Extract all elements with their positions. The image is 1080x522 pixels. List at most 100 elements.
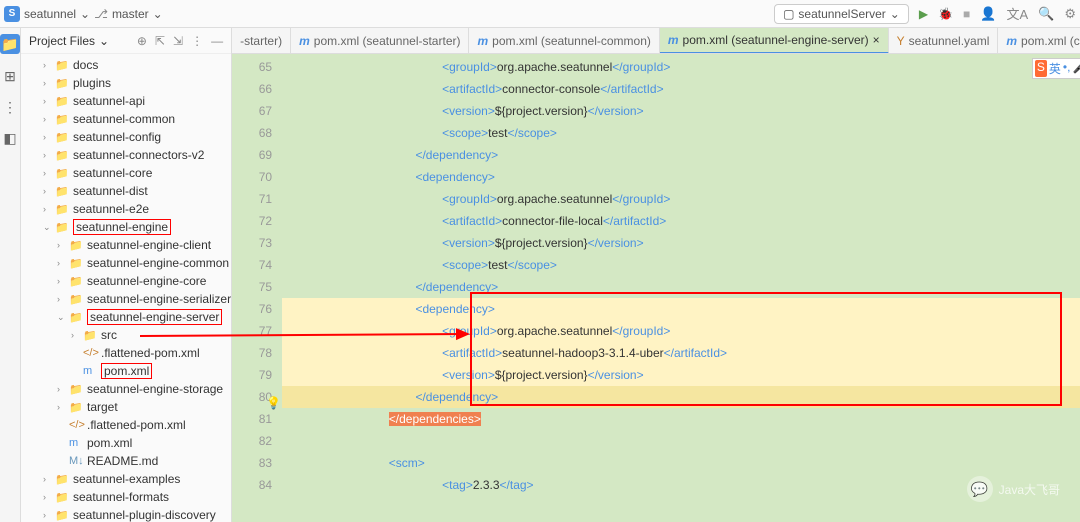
expand-arrow[interactable]: › (43, 186, 55, 196)
tree-node[interactable]: mpom.xml (21, 362, 231, 380)
code-line[interactable]: <dependency> (282, 166, 1080, 188)
close-icon[interactable]: × (873, 33, 880, 47)
settings-icon[interactable]: ⋮ (191, 34, 203, 48)
editor-tab[interactable]: mpom.xml (connec (998, 28, 1080, 54)
tree-node[interactable]: ›📁seatunnel-config (21, 128, 231, 146)
tree-node[interactable]: ›📁seatunnel-core (21, 164, 231, 182)
code-line[interactable]: </dependency> (282, 144, 1080, 166)
select-opened-icon[interactable]: ⊕ (137, 34, 147, 48)
code-line[interactable]: <artifactId>connector-file-local</artifa… (282, 210, 1080, 232)
tree-node[interactable]: </>.flattened-pom.xml (21, 344, 231, 362)
expand-arrow[interactable]: › (43, 96, 55, 106)
project-crumb[interactable]: S seatunnel ⌄ ⎇ master ⌄ (4, 6, 163, 22)
tree-node[interactable]: ›📁seatunnel-dist (21, 182, 231, 200)
debug-button[interactable]: 🐞 (938, 7, 953, 21)
commit-tool-icon[interactable]: ⊞ (4, 68, 16, 85)
hide-icon[interactable]: — (211, 34, 223, 48)
chevron-icon[interactable]: ⌄ (99, 34, 109, 48)
code-lines[interactable]: <groupId>org.apache.seatunnel</groupId> … (282, 54, 1080, 522)
tree-node[interactable]: ›📁seatunnel-engine-serializer (21, 290, 231, 308)
expand-arrow[interactable]: › (43, 150, 55, 160)
code-line[interactable]: <dependency> (282, 298, 1080, 320)
run-button[interactable]: ▶ (919, 7, 928, 21)
tree-node[interactable]: M↓README.md (21, 452, 231, 470)
code-line[interactable]: <scope>test</scope> (282, 122, 1080, 144)
expand-arrow[interactable]: ⌄ (57, 312, 69, 323)
code-line[interactable]: <scope>test</scope> (282, 254, 1080, 276)
expand-arrow[interactable]: › (43, 204, 55, 214)
editor-tab[interactable]: Yseatunnel.yaml (889, 28, 999, 54)
code-line[interactable]: <version>${project.version}</version> (282, 364, 1080, 386)
tree-node[interactable]: ⌄📁seatunnel-engine (21, 218, 231, 236)
expand-icon[interactable]: ⇱ (155, 34, 165, 48)
code-line[interactable]: <artifactId>seatunnel-hadoop3-3.1.4-uber… (282, 342, 1080, 364)
tree-node[interactable]: mpom.xml (21, 434, 231, 452)
tree-node[interactable]: ›📁seatunnel-engine-core (21, 272, 231, 290)
code-line[interactable]: <groupId>org.apache.seatunnel</groupId> (282, 56, 1080, 78)
tree-node[interactable]: ›📁seatunnel-common (21, 110, 231, 128)
code-line[interactable]: </dependency> (282, 276, 1080, 298)
search-icon[interactable]: 🔍 (1038, 6, 1054, 22)
code-line[interactable]: <groupId>org.apache.seatunnel</groupId> (282, 320, 1080, 342)
expand-arrow[interactable]: › (43, 78, 55, 88)
tree-node[interactable]: ›📁seatunnel-connectors-v2 (21, 146, 231, 164)
tree-node[interactable]: ›📁seatunnel-api (21, 92, 231, 110)
code-line[interactable]: </dependencies> (282, 408, 1080, 430)
intention-bulb-icon[interactable]: 💡 (266, 396, 281, 410)
expand-arrow[interactable]: › (71, 330, 83, 340)
expand-arrow[interactable]: › (43, 114, 55, 124)
tool-strip: 📁 ⊞ ⋮ ◧ (0, 28, 21, 522)
expand-arrow[interactable]: › (57, 384, 69, 394)
tree-node[interactable]: ⌄📁seatunnel-engine-server (21, 308, 231, 326)
stop-button[interactable]: ■ (963, 7, 970, 21)
gear-icon[interactable]: ⚙ (1064, 6, 1076, 22)
expand-arrow[interactable]: › (43, 132, 55, 142)
tree-node[interactable]: </>.flattened-pom.xml (21, 416, 231, 434)
expand-arrow[interactable]: › (43, 474, 55, 484)
tree-node[interactable]: ›📁seatunnel-examples (21, 470, 231, 488)
code-line[interactable] (282, 430, 1080, 452)
tree-node[interactable]: ›📁seatunnel-engine-common (21, 254, 231, 272)
expand-arrow[interactable]: › (57, 294, 69, 304)
project-name: seatunnel (24, 7, 76, 21)
tree-node[interactable]: ›📁docs (21, 56, 231, 74)
tree-node[interactable]: ›📁seatunnel-e2e (21, 200, 231, 218)
code-line[interactable]: <tag>2.3.3</tag> (282, 474, 1080, 496)
expand-arrow[interactable]: › (43, 168, 55, 178)
code-editor[interactable]: 6566676869707172737475767778798081828384… (232, 54, 1080, 522)
project-tool-icon[interactable]: 📁 (0, 34, 20, 54)
tree-node[interactable]: ›📁plugins (21, 74, 231, 92)
expand-arrow[interactable]: › (43, 492, 55, 502)
translate-icon[interactable]: 文A (1006, 4, 1028, 23)
expand-arrow[interactable]: › (43, 510, 55, 520)
file-tree[interactable]: ›📁docs›📁plugins›📁seatunnel-api›📁seatunne… (21, 54, 231, 522)
expand-arrow[interactable]: › (57, 258, 69, 268)
editor-tab[interactable]: mpom.xml (seatunnel-common) (469, 28, 659, 54)
editor-tab[interactable]: mpom.xml (seatunnel-starter) (291, 28, 469, 54)
expand-arrow[interactable]: › (57, 402, 69, 412)
structure-tool-icon[interactable]: ⋮ (3, 99, 17, 116)
code-line[interactable]: <groupId>org.apache.seatunnel</groupId> (282, 188, 1080, 210)
editor-tab[interactable]: -starter) (232, 28, 291, 54)
tree-node[interactable]: ›📁seatunnel-engine-storage (21, 380, 231, 398)
user-icon[interactable]: 👤 (980, 6, 996, 22)
editor-tab[interactable]: mpom.xml (seatunnel-engine-server)× (660, 28, 889, 54)
expand-arrow[interactable]: › (57, 240, 69, 250)
code-line[interactable]: <version>${project.version}</version> (282, 100, 1080, 122)
code-line[interactable]: <version>${project.version}</version> (282, 232, 1080, 254)
code-line[interactable]: <scm> (282, 452, 1080, 474)
expand-arrow[interactable]: › (57, 276, 69, 286)
expand-arrow[interactable]: ⌄ (43, 222, 55, 233)
tree-node[interactable]: ›📁target (21, 398, 231, 416)
line-number: 84 (232, 474, 272, 496)
code-line[interactable]: <artifactId>connector-console</artifactI… (282, 78, 1080, 100)
tree-node[interactable]: ›📁seatunnel-engine-client (21, 236, 231, 254)
tree-node[interactable]: ›📁src (21, 326, 231, 344)
code-line[interactable]: </dependency> (282, 386, 1080, 408)
bookmarks-tool-icon[interactable]: ◧ (3, 130, 16, 147)
tree-node[interactable]: ›📁seatunnel-plugin-discovery (21, 506, 231, 522)
collapse-icon[interactable]: ⇲ (173, 34, 183, 48)
expand-arrow[interactable]: › (43, 60, 55, 70)
tree-node[interactable]: ›📁seatunnel-formats (21, 488, 231, 506)
run-config-selector[interactable]: ▢ seatunnelServer ⌄ (774, 4, 909, 24)
